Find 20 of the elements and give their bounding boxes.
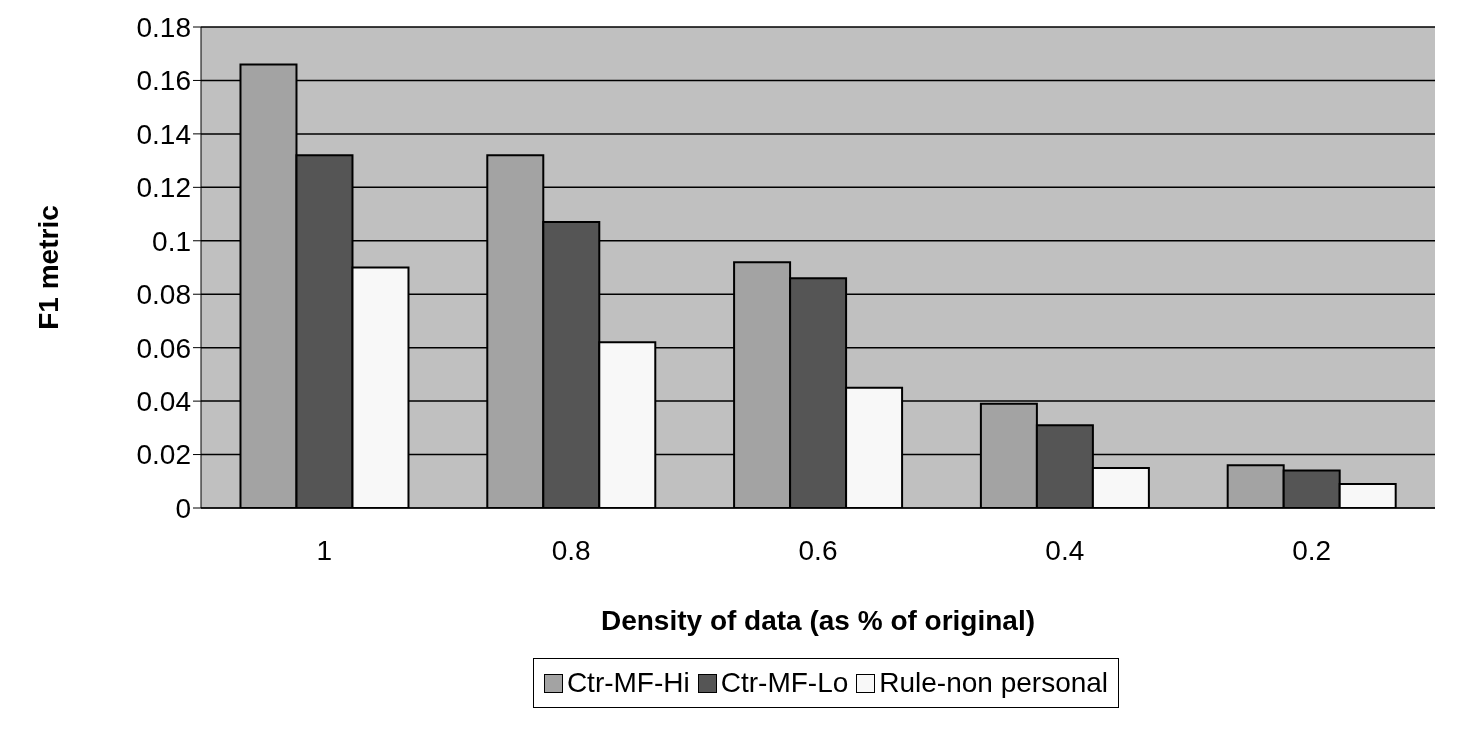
- x-tick-label: 0.2: [1292, 534, 1332, 566]
- y-tick-label: 0.1: [152, 225, 191, 257]
- y-axis-title: F1 metric: [32, 205, 64, 330]
- y-tick-label: 0.18: [136, 11, 191, 43]
- x-tick-label: 1: [316, 534, 333, 566]
- x-axis-title: Density of data (as % of original): [600, 605, 1036, 636]
- x-tick-label: 0.8: [551, 534, 591, 566]
- legend-label: Ctr-MF-Hi: [566, 667, 690, 699]
- y-tick-label: 0.08: [136, 279, 191, 311]
- y-tick-label: 0.14: [136, 118, 191, 150]
- x-tick-label: 0.4: [1045, 534, 1085, 566]
- y-tick-label: 0.02: [136, 439, 191, 471]
- x-tick-label: 0.6: [798, 534, 838, 566]
- y-tick-label: 0: [175, 492, 191, 524]
- legend-label: Rule-non personal: [879, 667, 1109, 699]
- legend-label: Ctr-MF-Lo: [720, 667, 849, 699]
- y-tick-label: 0.12: [136, 172, 191, 204]
- y-tick-label: 0.06: [136, 332, 191, 364]
- y-tick-label: 0.04: [136, 386, 191, 418]
- y-tick-label: 0.16: [136, 65, 191, 97]
